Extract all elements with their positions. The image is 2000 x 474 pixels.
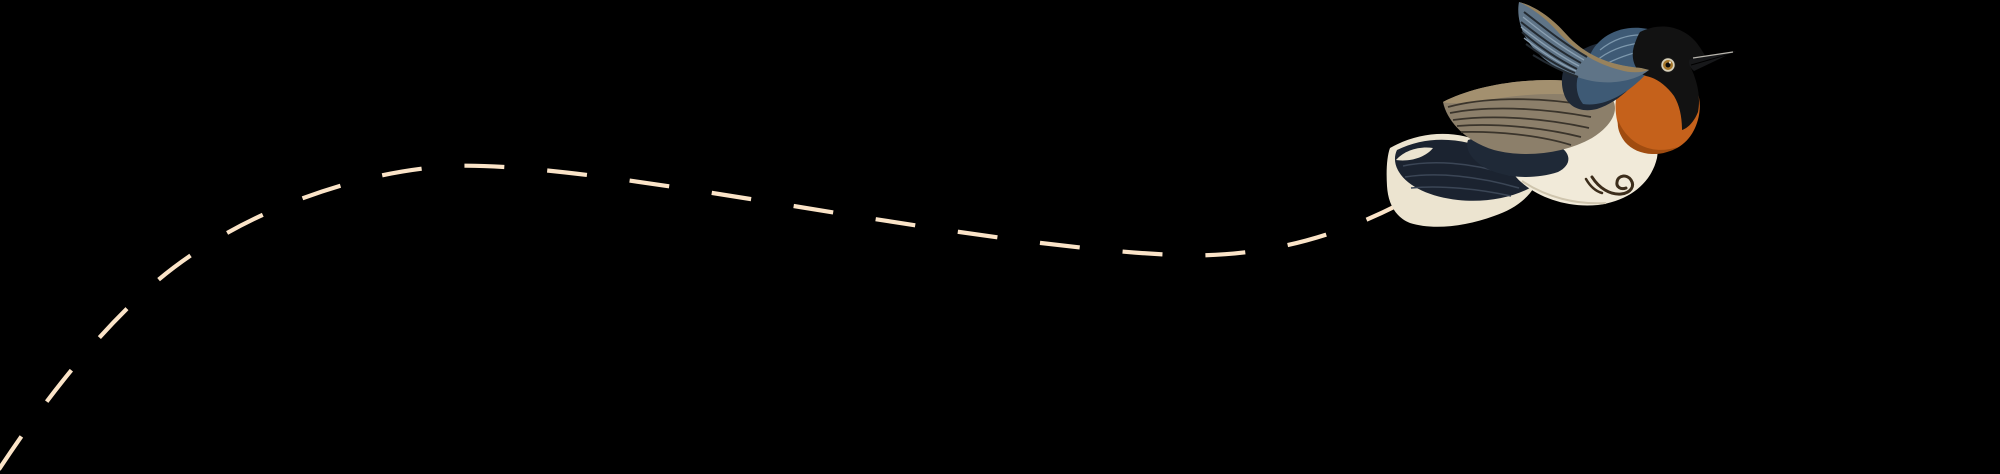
bird-far-wing-feather-lines: [1447, 98, 1592, 146]
bird-face-mask: [1632, 26, 1707, 130]
bird-tail-white-tip: [1396, 147, 1433, 161]
flight-path-dashes: [0, 163, 1401, 472]
bird-breast-shadow: [1617, 120, 1678, 155]
bird-beak-gape-line: [1690, 53, 1731, 66]
bird-foot-toe: [1584, 177, 1604, 195]
bird-eye-glint: [1668, 61, 1672, 64]
bird-tail: [1394, 139, 1538, 201]
swallow-illustration: [1386, 2, 1736, 227]
bird-raised-wing-feather-lines: [1520, 11, 1588, 78]
bird-raised-wing-tan-edge: [1519, 2, 1649, 73]
bird-beak-ridge: [1692, 51, 1734, 59]
bird-eye-pupil: [1665, 62, 1671, 68]
bird-raised-wing-highlight-lines: [1520, 16, 1585, 72]
bird-foot-curl: [1590, 174, 1635, 196]
bird-belly-shadow: [1521, 180, 1607, 205]
